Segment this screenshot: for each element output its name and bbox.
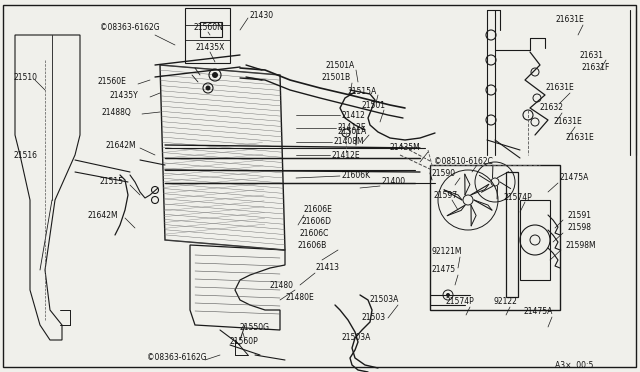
Text: 21435Y: 21435Y [110,90,139,99]
Text: 21606B: 21606B [298,241,327,250]
Text: 21503A: 21503A [342,334,371,343]
Bar [520,200,550,280]
Text: 21631E: 21631E [556,16,585,25]
Text: 21560N: 21560N [194,23,224,32]
Text: 21430: 21430 [250,10,274,19]
Text: 21642M: 21642M [88,211,118,219]
Text: 21475: 21475 [432,266,456,275]
Text: 21631E: 21631E [545,83,573,93]
Text: 21408M: 21408M [333,138,364,147]
Text: 21598: 21598 [567,224,591,232]
Text: 21560E: 21560E [98,77,127,87]
Bar [430,165,560,310]
Bar [185,8,230,63]
Text: 21435X: 21435X [196,44,225,52]
Text: A3×  00:5: A3× 00:5 [555,360,593,369]
Text: 21516: 21516 [14,151,38,160]
Text: 21606K: 21606K [341,170,370,180]
Text: 21598M: 21598M [565,241,596,250]
Text: 21515: 21515 [100,177,124,186]
Circle shape [205,86,211,90]
Circle shape [446,293,450,297]
Text: 21480E: 21480E [285,294,314,302]
Text: 21501A: 21501A [326,61,355,70]
Text: ©08363-6162G: ©08363-6162G [147,353,207,362]
Text: 21642M: 21642M [105,141,136,150]
Text: 21480: 21480 [270,280,294,289]
Text: 21515A: 21515A [348,87,377,96]
Text: ©08510-6162C: ©08510-6162C [434,157,493,167]
Bar [506,172,518,297]
Text: 21631E: 21631E [565,134,594,142]
Text: 21550G: 21550G [240,324,270,333]
Text: 21606D: 21606D [302,218,332,227]
Text: 21590: 21590 [432,169,456,177]
Text: 21632: 21632 [540,103,564,112]
Text: 21488Q: 21488Q [102,108,132,116]
Text: 92122: 92122 [494,298,518,307]
Text: 21475A: 21475A [560,173,589,183]
Text: 21435M: 21435M [390,144,420,153]
Text: 21413: 21413 [315,263,339,273]
Text: 21597: 21597 [434,192,458,201]
Text: 21510: 21510 [14,74,38,83]
Text: 92121M: 92121M [432,247,463,257]
Text: 21503A: 21503A [370,295,399,305]
Text: 21501A: 21501A [338,128,367,137]
Text: 21631F: 21631F [582,64,611,73]
Text: 21400: 21400 [382,177,406,186]
Bar [200,22,222,37]
Text: 21412E: 21412E [337,124,365,132]
Text: 21574P: 21574P [445,298,474,307]
Text: 21574P: 21574P [503,193,532,202]
Text: 21412E: 21412E [331,151,360,160]
Text: 21501B: 21501B [322,74,351,83]
Text: 21591: 21591 [567,211,591,219]
Text: 21503: 21503 [362,314,386,323]
Text: 21412: 21412 [342,110,366,119]
Text: 21631E: 21631E [553,118,582,126]
Circle shape [212,72,218,78]
Text: 21475A: 21475A [524,308,554,317]
Text: 21606E: 21606E [304,205,333,215]
Text: 21606C: 21606C [300,230,330,238]
Text: ©08363-6162G: ©08363-6162G [100,23,159,32]
Text: 21560P: 21560P [230,337,259,346]
Text: 21631: 21631 [580,51,604,60]
Text: 21501: 21501 [362,102,386,110]
